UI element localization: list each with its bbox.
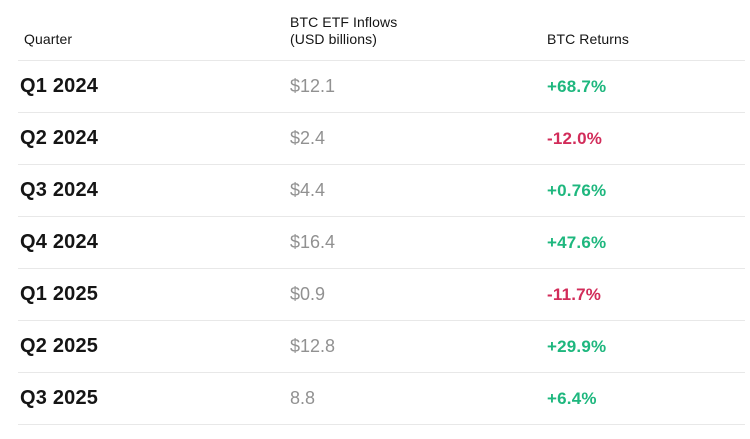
column-header-quarter: Quarter — [24, 31, 73, 47]
quarter-cell: Q2 2024 — [20, 127, 99, 149]
returns-cell: -12.0% — [547, 128, 603, 148]
quarter-cell: Q4 2024 — [20, 231, 99, 253]
quarter-cell: Q1 2024 — [20, 75, 99, 97]
returns-cell: +68.7% — [547, 76, 607, 96]
table-row: Q2 2025 $12.8 +29.9% — [18, 321, 745, 373]
quarter-cell: Q3 2024 — [20, 179, 99, 201]
inflows-cell: $4.4 — [290, 180, 326, 200]
inflows-cell: $2.4 — [290, 128, 326, 148]
column-header-inflows: BTC ETF Inflows (USD billions) — [290, 14, 547, 48]
inflows-cell: $16.4 — [290, 232, 336, 252]
table-row: Q1 2024 $12.1 +68.7% — [18, 61, 745, 113]
inflows-cell: $12.8 — [290, 336, 336, 356]
column-header-inflows-line1: BTC ETF Inflows — [290, 14, 398, 30]
table-row: Q3 2024 $4.4 +0.76% — [18, 165, 745, 217]
returns-cell: +0.76% — [547, 180, 607, 200]
column-header-inflows-line2: (USD billions) — [290, 31, 377, 47]
table-row: Q3 2025 8.8 +6.4% — [18, 373, 745, 425]
returns-cell: +47.6% — [547, 232, 607, 252]
quarter-cell: Q2 2025 — [20, 335, 99, 357]
table-row: Q1 2025 $0.9 -11.7% — [18, 269, 745, 321]
inflows-cell: $12.1 — [290, 76, 336, 96]
btc-etf-returns-table: Quarter BTC ETF Inflows (USD billions) B… — [18, 0, 745, 425]
returns-cell: +6.4% — [547, 388, 597, 408]
inflows-cell: $0.9 — [290, 284, 326, 304]
quarter-cell: Q3 2025 — [20, 387, 99, 409]
returns-cell: +29.9% — [547, 336, 607, 356]
inflows-cell: 8.8 — [290, 388, 316, 408]
table-row: Q2 2024 $2.4 -12.0% — [18, 113, 745, 165]
table-body: Q1 2024 $12.1 +68.7% Q2 2024 $2.4 -12.0%… — [18, 61, 745, 425]
column-header-returns: BTC Returns — [547, 31, 630, 47]
returns-cell: -11.7% — [547, 284, 602, 304]
quarter-cell: Q1 2025 — [20, 283, 99, 305]
table-row: Q4 2024 $16.4 +47.6% — [18, 217, 745, 269]
table-header-row: Quarter BTC ETF Inflows (USD billions) B… — [18, 0, 745, 61]
